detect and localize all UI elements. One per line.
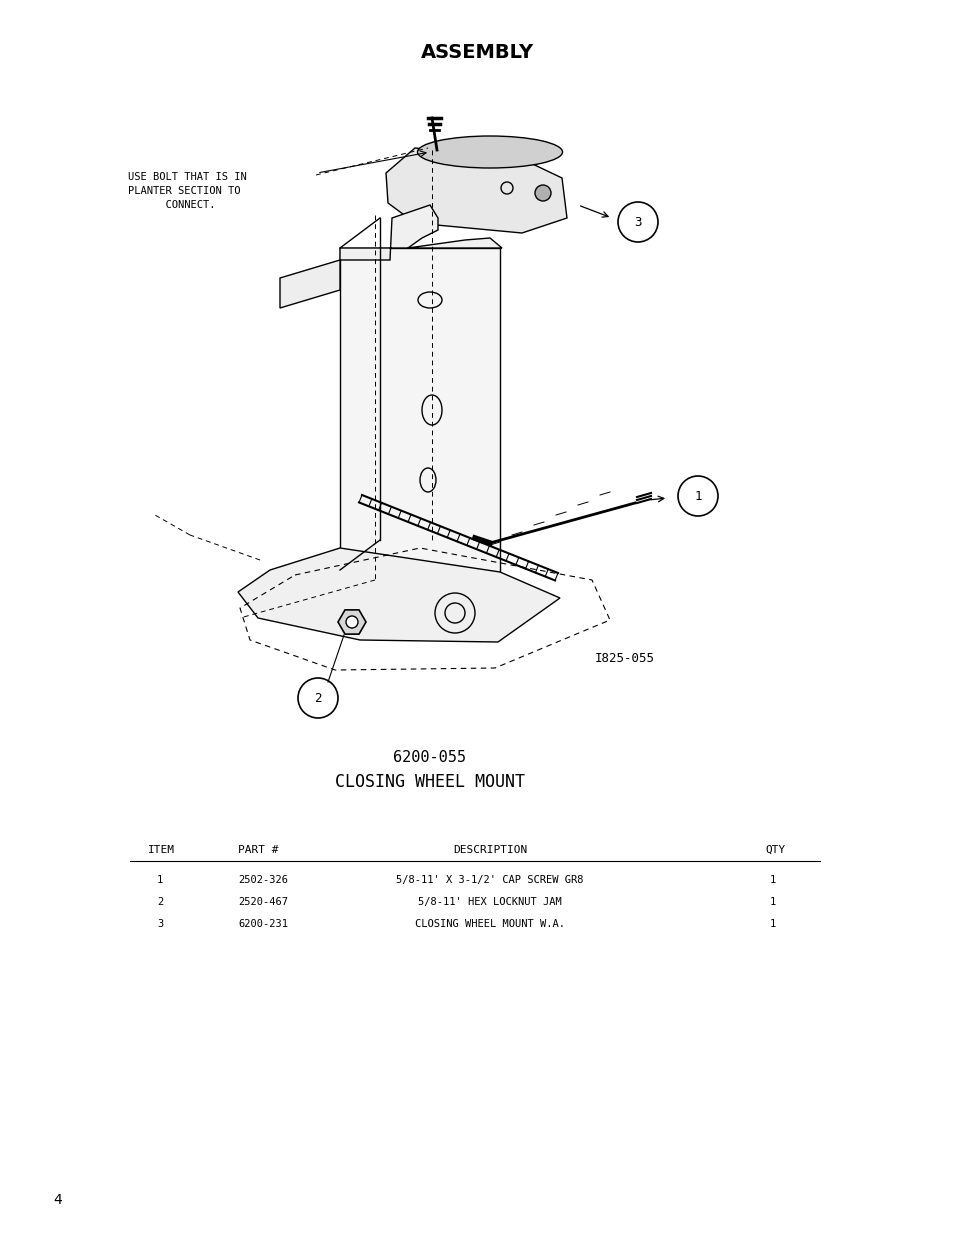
Circle shape	[346, 616, 357, 629]
Text: 2502-326: 2502-326	[237, 876, 288, 885]
Text: CLOSING WHEEL MOUNT: CLOSING WHEEL MOUNT	[335, 773, 524, 790]
Circle shape	[678, 475, 718, 516]
Text: I825-055: I825-055	[595, 652, 655, 664]
Polygon shape	[339, 205, 501, 261]
Polygon shape	[280, 261, 339, 308]
Circle shape	[618, 203, 658, 242]
Ellipse shape	[417, 136, 562, 168]
Text: PART #: PART #	[237, 845, 278, 855]
Text: 5/8-11' HEX LOCKNUT JAM: 5/8-11' HEX LOCKNUT JAM	[417, 897, 561, 906]
Polygon shape	[386, 148, 566, 233]
Text: ASSEMBLY: ASSEMBLY	[420, 42, 533, 62]
Text: 3: 3	[156, 919, 163, 929]
Text: 4: 4	[53, 1193, 62, 1207]
Text: QTY: QTY	[764, 845, 784, 855]
Text: DESCRIPTION: DESCRIPTION	[453, 845, 527, 855]
Circle shape	[297, 678, 337, 718]
Text: USE BOLT THAT IS IN
PLANTER SECTION TO
      CONNECT.: USE BOLT THAT IS IN PLANTER SECTION TO C…	[128, 172, 247, 210]
Text: 2: 2	[156, 897, 163, 906]
Polygon shape	[237, 548, 559, 642]
Text: 6200-055: 6200-055	[393, 751, 466, 766]
Polygon shape	[337, 610, 366, 634]
Text: 5/8-11' X 3-1/2' CAP SCREW GR8: 5/8-11' X 3-1/2' CAP SCREW GR8	[395, 876, 583, 885]
Text: ITEM: ITEM	[148, 845, 174, 855]
Circle shape	[535, 185, 551, 201]
Text: 2: 2	[314, 692, 321, 704]
Text: 1: 1	[769, 897, 776, 906]
Text: CLOSING WHEEL MOUNT W.A.: CLOSING WHEEL MOUNT W.A.	[415, 919, 564, 929]
Text: 1: 1	[769, 876, 776, 885]
Polygon shape	[339, 248, 499, 572]
Text: 2520-467: 2520-467	[237, 897, 288, 906]
Text: 1: 1	[694, 489, 701, 503]
Text: 1: 1	[769, 919, 776, 929]
Text: 3: 3	[634, 215, 641, 228]
Text: 1: 1	[156, 876, 163, 885]
Text: 6200-231: 6200-231	[237, 919, 288, 929]
